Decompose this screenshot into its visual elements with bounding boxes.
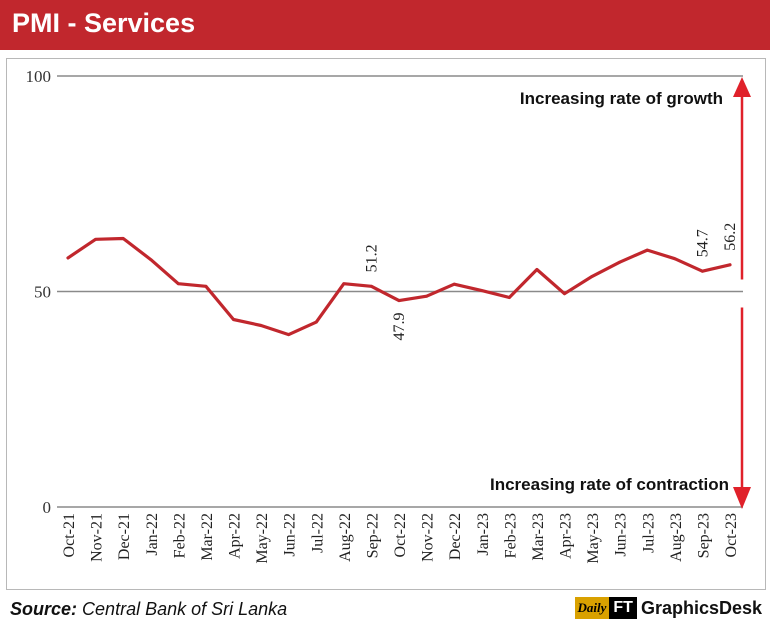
- brand-ft: FT: [609, 597, 637, 619]
- brand-logo: Daily FT GraphicsDesk: [574, 596, 762, 620]
- x-tick-label: Mar-23: [530, 513, 547, 561]
- x-tick-label: Oct-23: [723, 513, 740, 557]
- x-tick-label: Jul-23: [640, 513, 657, 553]
- line-chart: 0 50 100 Oct-21 Nov-21 Dec-21 Jan-22 Feb-22 Mar-…: [26, 67, 751, 564]
- x-tick-label: Jan-23: [475, 513, 492, 556]
- data-label: 51.2: [363, 244, 380, 272]
- data-point: [645, 248, 649, 252]
- x-tick-label: May-23: [585, 513, 602, 564]
- data-point: [701, 269, 704, 273]
- source-note: Source: Central Bank of Sri Lanka: [10, 599, 287, 620]
- data-label: 56.2: [722, 223, 739, 251]
- data-point: [176, 282, 180, 286]
- x-tick-label: Jan-22: [144, 513, 161, 556]
- source-text: Central Bank of Sri Lanka: [82, 599, 288, 619]
- data-point: [480, 289, 484, 293]
- data-point: [149, 258, 153, 262]
- data-point: [259, 324, 263, 327]
- data-point: [728, 263, 732, 267]
- data-point: [204, 284, 208, 288]
- data-point: [370, 284, 373, 288]
- y-tick-label: 0: [43, 498, 52, 517]
- x-tick-label: Nov-22: [420, 513, 437, 562]
- data-point: [94, 237, 97, 241]
- x-tick-label: Dec-21: [116, 513, 133, 560]
- data-point: [563, 292, 566, 296]
- y-tick-label: 100: [26, 67, 52, 86]
- x-tick-label: May-22: [254, 513, 271, 564]
- data-point: [121, 237, 125, 240]
- x-tick-label: Sep-22: [364, 513, 381, 558]
- growth-arrow-head: [733, 77, 751, 97]
- x-tick-label: Mar-22: [199, 513, 216, 561]
- x-tick-label: Sep-23: [695, 513, 712, 558]
- contraction-arrow-head: [733, 487, 751, 509]
- x-tick-label: Aug-22: [337, 513, 354, 562]
- data-point: [425, 294, 428, 298]
- x-tick-label: Apr-23: [558, 513, 575, 559]
- x-tick-label: Dec-22: [447, 513, 464, 560]
- data-point: [618, 260, 622, 264]
- data-point: [342, 282, 346, 286]
- title-bar: PMI - Services: [0, 0, 770, 50]
- data-point: [452, 282, 456, 286]
- data-label: 47.9: [391, 313, 408, 341]
- brand-name: GraphicsDesk: [640, 597, 762, 618]
- data-point: [287, 333, 291, 336]
- growth-annotation: Increasing rate of growth: [520, 89, 723, 108]
- data-point: [590, 275, 594, 278]
- data-point: [673, 257, 677, 261]
- data-point: [66, 256, 70, 260]
- x-tick-label: Jul-22: [309, 513, 326, 553]
- data-point: [507, 296, 511, 299]
- data-label: 54.7: [694, 229, 711, 257]
- chart-panel: 0 50 100 Oct-21 Nov-21 Dec-21 Jan-22 Feb-22 Mar-…: [6, 58, 766, 590]
- source-label: Source:: [10, 599, 78, 619]
- data-point: [232, 318, 235, 321]
- x-tick-label: Aug-23: [668, 513, 685, 562]
- x-tick-label: Jun-23: [613, 513, 630, 557]
- y-tick-label: 50: [34, 283, 51, 302]
- x-tick-label: Oct-21: [61, 513, 78, 557]
- x-tick-label: Apr-22: [227, 513, 244, 559]
- x-tick-label: Feb-22: [171, 513, 188, 558]
- data-point: [314, 320, 318, 324]
- data-point: [535, 268, 539, 271]
- brand-daily: Daily: [574, 597, 610, 619]
- chart-title: PMI - Services: [12, 8, 196, 38]
- x-tick-label: Oct-22: [392, 513, 409, 557]
- contraction-annotation: Increasing rate of contraction: [490, 475, 729, 494]
- data-point: [397, 299, 401, 302]
- x-tick-label: Nov-21: [89, 513, 106, 562]
- x-tick-label: Jun-22: [282, 513, 299, 557]
- x-tick-label: Feb-23: [502, 513, 519, 558]
